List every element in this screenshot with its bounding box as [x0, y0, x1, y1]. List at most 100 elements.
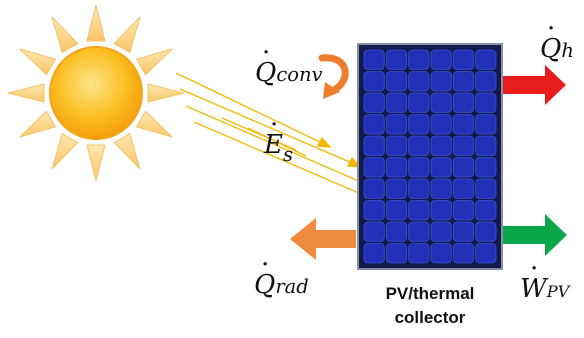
sun-rays	[7, 4, 185, 182]
panel-cell	[452, 157, 475, 178]
panel-cell	[408, 157, 430, 178]
collector-caption-line1: PV/thermal	[385, 284, 475, 303]
panel-cell	[475, 92, 497, 113]
panel-cell	[430, 243, 452, 264]
panel-cell	[475, 114, 497, 135]
panel-cell	[385, 114, 408, 135]
panel-cell	[452, 243, 475, 264]
sun-ray	[7, 83, 45, 103]
q-rad-label: · Qrad	[254, 250, 309, 300]
beam-line	[179, 88, 353, 164]
panel-cell	[385, 92, 408, 113]
panel-cell	[363, 157, 385, 178]
panel-cell	[408, 71, 430, 92]
panel-cell	[452, 221, 475, 242]
solar-panel-icon	[357, 43, 503, 270]
panel-cells	[363, 49, 497, 264]
panel-cell	[363, 243, 385, 264]
q-h-symbol: Q	[540, 34, 562, 64]
collector-caption: PV/thermal collector	[356, 282, 504, 330]
panel-cell	[385, 200, 408, 221]
beam-line	[185, 105, 371, 187]
curved-arrow-icon	[318, 54, 349, 99]
sun-ray	[86, 144, 106, 182]
panel-cell	[430, 114, 452, 135]
sun-ray	[147, 83, 185, 103]
panel-cell	[452, 114, 475, 135]
panel-cell	[475, 157, 497, 178]
panel-cell	[408, 178, 430, 199]
sun-ray	[86, 4, 106, 42]
panel-cell	[452, 49, 475, 70]
panel-cell	[430, 135, 452, 156]
e-s-label: · Es	[264, 110, 293, 166]
heat-output-arrow	[503, 65, 566, 105]
panel-cell	[475, 200, 497, 221]
sun-ray	[113, 132, 141, 170]
panel-cell	[408, 114, 430, 135]
panel-cell	[385, 157, 408, 178]
panel-cell	[475, 49, 497, 70]
dot-mark: ·	[262, 38, 271, 68]
collector-caption-line2: collector	[394, 308, 466, 327]
sun-ray	[135, 48, 173, 76]
panel-cell	[452, 92, 475, 113]
e-s-symbol: E	[264, 130, 283, 160]
sun-ray	[51, 16, 79, 54]
panel-cell	[430, 157, 452, 178]
panel-cell	[452, 200, 475, 221]
w-pv-subscript: PV	[546, 282, 570, 301]
panel-cell	[408, 135, 430, 156]
dot-mark: ·	[261, 250, 270, 280]
panel-cell	[408, 200, 430, 221]
panel-cell	[363, 49, 385, 70]
panel-cell	[363, 114, 385, 135]
q-h-subscript: h	[561, 39, 574, 62]
q-h-label: · Qh	[540, 14, 574, 64]
dot-mark: ·	[547, 14, 556, 44]
w-pv-label: · WPV	[520, 254, 570, 304]
panel-cell	[430, 71, 452, 92]
panel-cell	[408, 221, 430, 242]
sun-ray	[19, 110, 57, 138]
panel-cell	[363, 178, 385, 199]
panel-cell	[363, 71, 385, 92]
electric-power-arrow	[503, 214, 567, 256]
panel-cell	[363, 135, 385, 156]
beam-arrowhead	[316, 136, 332, 148]
panel-cell	[408, 243, 430, 264]
panel-cell	[430, 49, 452, 70]
beam-line	[175, 72, 323, 144]
panel-cell	[475, 71, 497, 92]
sun-ray	[19, 48, 57, 76]
panel-cell	[430, 200, 452, 221]
q-rad-symbol: Q	[254, 270, 276, 300]
panel-cell	[475, 221, 497, 242]
beam-line	[221, 117, 297, 151]
panel-cell	[475, 243, 497, 264]
panel-cell	[385, 49, 408, 70]
panel-cell	[408, 92, 430, 113]
panel-cell	[385, 71, 408, 92]
dot-mark: ·	[530, 254, 539, 284]
panel-cell	[385, 243, 408, 264]
e-s-subscript: s	[282, 143, 293, 166]
panel-cell	[385, 178, 408, 199]
q-conv-label: · Qconv	[255, 38, 323, 88]
panel-cell	[385, 135, 408, 156]
dot-mark: ·	[270, 110, 279, 140]
panel-cell	[452, 178, 475, 199]
q-rad-subscript: rad	[275, 275, 309, 298]
panel-cell	[363, 221, 385, 242]
panel-cell	[408, 49, 430, 70]
panel-cell	[430, 178, 452, 199]
sun-body	[49, 46, 143, 140]
sun-icon	[7, 4, 185, 182]
q-conv-subscript: conv	[276, 63, 323, 86]
panel-cell	[475, 178, 497, 199]
panel-cell	[452, 135, 475, 156]
panel-cell	[363, 92, 385, 113]
panel-cell	[385, 221, 408, 242]
radiation-loss-arrow	[290, 218, 356, 260]
